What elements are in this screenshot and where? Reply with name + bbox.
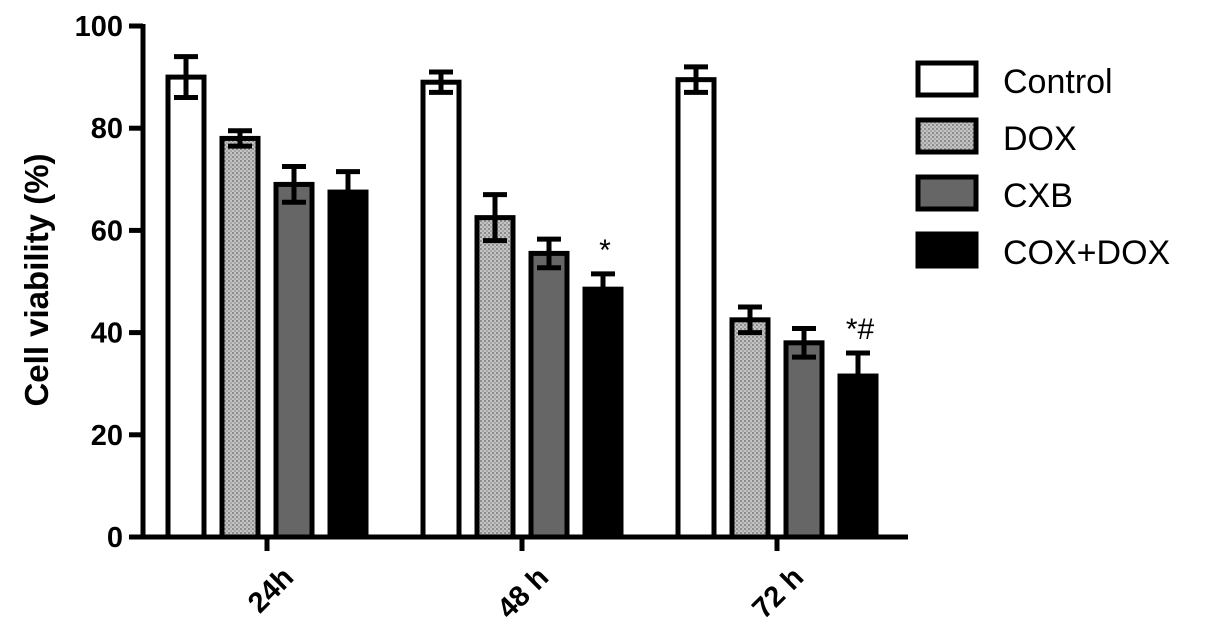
bar: [675, 77, 717, 540]
bar: [528, 250, 570, 540]
plot-area: 0 20 40 60 80 100 24h * 48 h *# 72 h: [75, 11, 908, 625]
legend-swatch: [915, 60, 979, 98]
y-tick-label: 100: [75, 11, 123, 43]
y-tick-label: 0: [107, 522, 123, 554]
legend-swatch: [915, 174, 979, 212]
bar: [165, 74, 207, 540]
bar: [273, 181, 315, 540]
bar: [219, 135, 261, 540]
legend-label: Control: [1003, 63, 1113, 101]
y-tick-label: 20: [91, 420, 123, 452]
y-tick-label: 80: [91, 113, 123, 145]
x-tick-label: 24h: [242, 561, 300, 619]
y-axis-label: Cell viability (%): [18, 153, 55, 406]
legend-swatch: [915, 117, 979, 155]
legend-swatch: [915, 231, 979, 269]
legend-label: DOX: [1003, 120, 1077, 158]
legend-label: CXB: [1003, 177, 1073, 215]
bar: [474, 215, 516, 540]
bar: [729, 317, 771, 540]
y-tick-label: 60: [91, 215, 123, 247]
legend-label: COX+DOX: [1003, 234, 1170, 272]
y-tick-label: 40: [91, 318, 123, 350]
bar: [327, 189, 369, 540]
bar: [582, 286, 624, 540]
legend: Control DOX CXB COX+DOX: [915, 60, 1170, 272]
bar: [783, 340, 825, 540]
x-tick-label: 48 h: [491, 561, 555, 625]
bar: [420, 79, 462, 540]
significance-marker: *#: [846, 313, 875, 346]
x-tick-label: 72 h: [746, 561, 810, 625]
significance-marker: *: [599, 234, 611, 267]
